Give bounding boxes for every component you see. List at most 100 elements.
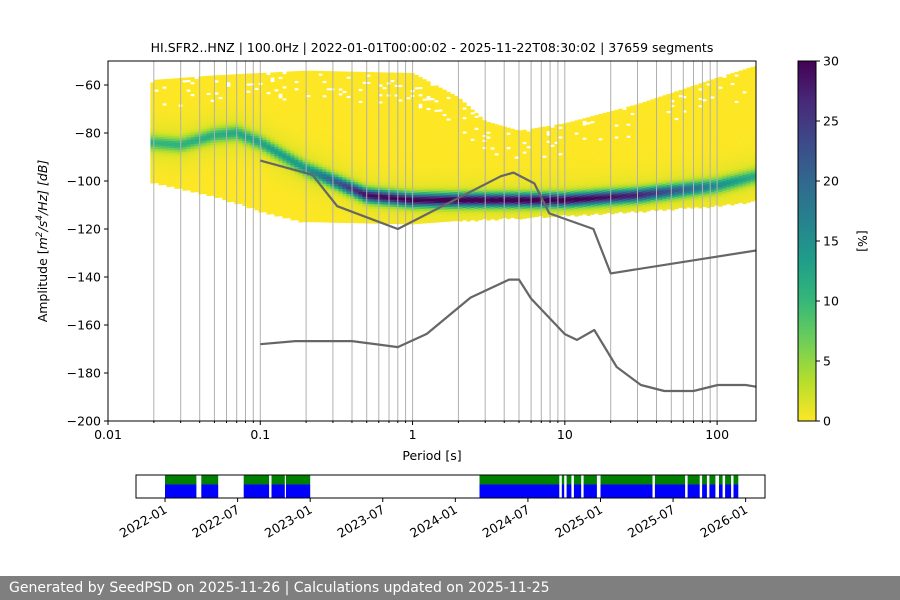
heatmap-cell (338, 95, 343, 99)
heatmap-cell (174, 131, 179, 134)
heatmap-cell (450, 206, 455, 210)
heatmap-cell (450, 201, 455, 205)
heatmap-cell (346, 114, 351, 118)
heatmap-cell (378, 218, 383, 222)
heatmap-cell (470, 186, 475, 190)
heatmap-cell (314, 97, 319, 100)
heatmap-cell (414, 135, 419, 138)
heatmap-cell (322, 210, 327, 213)
heatmap-cell (470, 131, 475, 134)
heatmap-cell (302, 135, 307, 139)
heatmap-cell (302, 111, 307, 115)
heatmap-cell (382, 142, 387, 145)
heatmap-cell (414, 173, 419, 177)
heatmap-cell (514, 139, 519, 143)
heatmap-cell (218, 77, 223, 81)
heatmap-cell (346, 105, 351, 108)
heatmap-cell (522, 187, 527, 190)
heatmap-cell (458, 182, 463, 186)
heatmap-cell (222, 82, 227, 85)
heatmap-cell (170, 138, 175, 142)
heatmap-cell (262, 77, 267, 81)
heatmap-cell (278, 139, 283, 142)
heatmap-cell (162, 165, 167, 169)
heatmap-cell (446, 99, 451, 102)
heatmap-cell (282, 177, 287, 180)
heatmap-cell (382, 91, 387, 95)
heatmap-cell (306, 116, 311, 119)
heatmap-cell (346, 124, 351, 128)
heatmap-cell (310, 123, 315, 127)
heatmap-cell (174, 157, 179, 161)
heatmap-cell (294, 119, 299, 122)
heatmap-cell (166, 167, 171, 171)
heatmap-cell (418, 134, 423, 138)
heatmap-cell (214, 75, 219, 78)
heatmap-cell (466, 216, 471, 220)
heatmap-cell (414, 77, 419, 81)
heatmap-cell (250, 143, 255, 146)
heatmap-cell (174, 171, 179, 175)
heatmap-cell (390, 84, 395, 88)
heatmap-cell (298, 90, 303, 93)
heatmap-cell (382, 101, 387, 104)
heatmap-cell (478, 131, 483, 134)
heatmap-cell (370, 168, 375, 171)
heatmap-cell (314, 128, 319, 132)
heatmap-cell (166, 98, 171, 101)
heatmap-cell (154, 127, 159, 131)
heatmap-cell (466, 137, 471, 140)
heatmap-cell (218, 103, 223, 107)
heatmap-cell (246, 203, 251, 206)
heatmap-cell (514, 194, 519, 198)
heatmap-cell (254, 159, 259, 163)
heatmap-cell (514, 209, 519, 212)
heatmap-cell (422, 201, 427, 205)
heatmap-cell (166, 146, 171, 149)
heatmap-cell (494, 138, 499, 142)
heatmap-cell (418, 141, 423, 145)
heatmap-cell (326, 114, 331, 117)
heatmap-cell (418, 192, 423, 195)
heatmap-cell (302, 142, 307, 146)
heatmap-cell (342, 78, 347, 82)
heatmap-cell (322, 217, 327, 221)
heatmap-cell (342, 172, 347, 175)
heatmap-cell (322, 203, 327, 206)
heatmap-cell (354, 182, 359, 185)
heatmap-cell (382, 77, 387, 80)
heatmap-cell (398, 175, 403, 179)
heatmap-cell (414, 132, 419, 136)
heatmap-cell (282, 153, 287, 156)
heatmap-cell (202, 155, 207, 158)
heatmap-cell (486, 177, 491, 180)
heatmap-cell (434, 169, 439, 173)
heatmap-cell (298, 87, 303, 91)
heatmap-cell (362, 187, 367, 190)
heatmap-cell (490, 216, 495, 220)
heatmap-cell (198, 153, 203, 156)
heatmap-cell (278, 191, 283, 195)
heatmap-cell (150, 104, 155, 107)
heatmap-cell (174, 135, 179, 139)
heatmap-cell (222, 96, 227, 100)
heatmap-cell (490, 127, 495, 131)
heatmap-cell (486, 201, 491, 204)
heatmap-cell (186, 144, 191, 148)
heatmap-cell (242, 95, 247, 99)
heatmap-cell (510, 174, 515, 177)
heatmap-cell (486, 153, 491, 156)
heatmap-cell (186, 175, 191, 179)
heatmap-cell (458, 187, 463, 191)
heatmap-cell (166, 110, 171, 113)
heatmap-cell (506, 180, 511, 184)
heatmap-cell (294, 181, 299, 185)
heatmap-cell (474, 146, 479, 150)
heatmap-cell (206, 104, 211, 108)
heatmap-cell (522, 146, 527, 150)
heatmap-cell (154, 180, 159, 184)
heatmap-cell (494, 165, 499, 168)
heatmap-cell (362, 153, 367, 157)
heatmap-cell (514, 158, 519, 162)
heatmap-cell (262, 161, 267, 165)
